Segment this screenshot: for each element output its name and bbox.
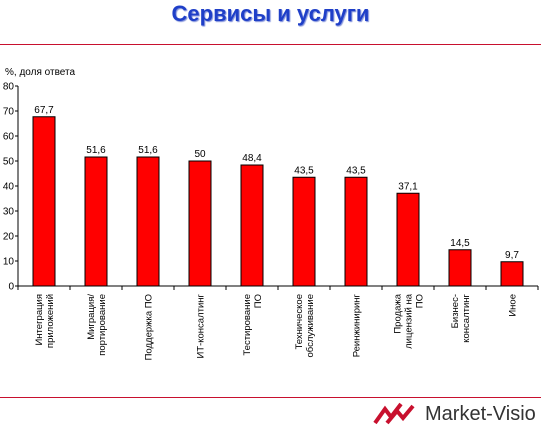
x-tick-label: ИТ-консалтинг: [196, 293, 207, 358]
x-tick-label-line: Техническое: [294, 294, 305, 349]
y-tick-label: 80: [3, 82, 15, 93]
chart-bars: [32, 116, 524, 287]
x-tick-label: Техническое обслуживание: [294, 294, 316, 358]
bar: [188, 160, 212, 287]
y-tick-label: 40: [3, 182, 15, 193]
x-tick-label: Продажа лицензий на ПО: [393, 293, 426, 349]
x-tick-label-line: ПО: [415, 294, 426, 308]
data-label: 50: [194, 149, 206, 160]
data-label: 51,6: [86, 145, 106, 156]
market-visio-logo: Market-Visio: [373, 401, 538, 427]
bar: [84, 156, 108, 287]
x-tick-label: Иное: [508, 294, 519, 317]
data-label: 51,6: [138, 145, 158, 156]
x-tick-label-line: Тестирование: [242, 294, 253, 356]
y-axis-label: %, доля ответа: [5, 67, 76, 78]
x-tick-label-line: Иное: [508, 294, 519, 317]
bottom-divider: [0, 397, 541, 398]
x-tick-label-line: обслуживание: [305, 294, 316, 358]
data-label: 67,7: [34, 105, 54, 116]
bar: [448, 249, 472, 287]
bar: [396, 192, 420, 287]
logo-text: Market-Visio: [425, 403, 536, 425]
y-tick-label: 70: [3, 107, 15, 118]
market-visio-logo-icon: [373, 402, 415, 425]
x-tick-label: Миграция/портирование: [86, 294, 108, 356]
y-tick-label: 60: [3, 132, 15, 143]
x-tick-label-line: ИТ-консалтинг: [196, 293, 207, 358]
x-tick-label: Поддержка ПО: [144, 294, 155, 360]
x-tick-label-line: Реинжиниринг: [352, 293, 363, 357]
x-tick-label-line: приложений: [45, 294, 56, 348]
x-tick-label: Интеграция приложений: [34, 294, 56, 348]
chart-labels: 67,7 Интеграция приложений 51,6 Миграция/пор…: [34, 105, 519, 361]
x-tick-label-line: Бизнес-: [450, 294, 461, 328]
page-title: Сервисы и услуги: [171, 1, 370, 26]
y-tick-label: 30: [3, 207, 15, 218]
y-tick-label: 0: [8, 282, 14, 293]
bar: [240, 164, 264, 287]
x-tick-label-line: портирование: [97, 294, 108, 356]
x-tick-label-line: Поддержка ПО: [144, 294, 155, 360]
top-divider: [0, 44, 541, 45]
bar-chart: 0 10 20 30 40 50 60 70 80 67,7 Интеграция приложен…: [3, 82, 539, 361]
data-label: 37,1: [398, 181, 418, 192]
data-label: 9,7: [505, 250, 519, 261]
y-tick-label: 10: [3, 257, 15, 268]
x-tick-label: Тестирование ПО: [242, 294, 264, 356]
data-label: 14,5: [450, 238, 470, 249]
x-tick-label: Реинжиниринг: [352, 293, 363, 357]
x-tick-label-line: лицензий на: [404, 293, 415, 349]
y-tick-label: 20: [3, 232, 15, 243]
bar: [292, 176, 316, 287]
data-label: 43,5: [346, 165, 366, 176]
bar: [344, 176, 368, 287]
bar: [500, 261, 524, 287]
data-label: 48,4: [242, 153, 262, 164]
bar: [32, 116, 56, 287]
x-tick-label-line: ПО: [253, 294, 264, 308]
x-tick-label-line: консалтинг: [461, 293, 472, 342]
y-tick-label: 50: [3, 157, 15, 168]
x-tick-label: Бизнес-консалтинг: [450, 293, 472, 342]
data-label: 43,5: [294, 165, 314, 176]
x-tick-label-line: Продажа: [393, 293, 404, 333]
bar: [136, 156, 160, 287]
x-tick-label-line: Миграция/: [86, 294, 97, 340]
x-tick-label-line: Интеграция: [34, 294, 45, 346]
